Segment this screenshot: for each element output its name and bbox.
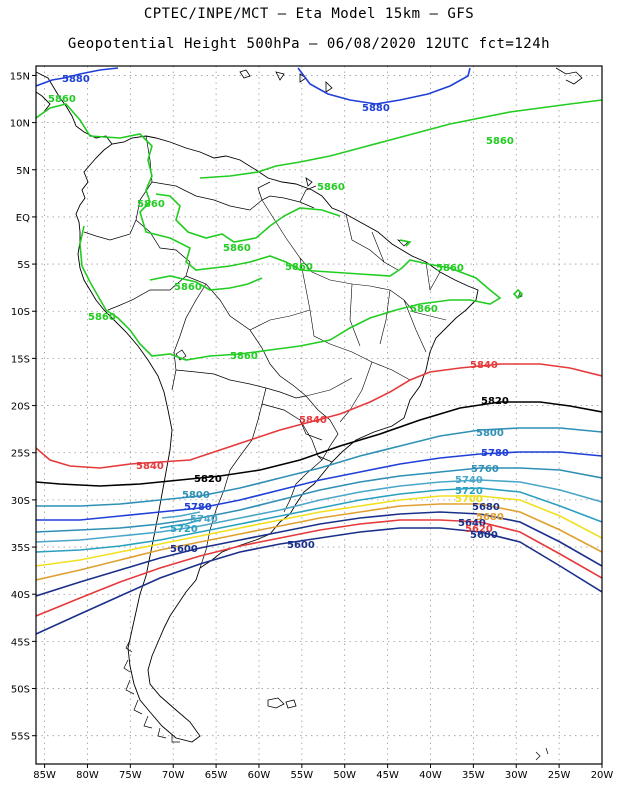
lat-tick-label: EQ (16, 213, 30, 224)
lat-lon-grid (36, 66, 603, 764)
lon-tick-label: 30W (505, 770, 528, 781)
lat-tick-label: 20S (11, 402, 30, 413)
contour-5780 (36, 451, 602, 521)
contour-5860-amazon (155, 193, 341, 243)
contour-label: 5860 (88, 312, 116, 323)
contour-label: 5820 (194, 474, 222, 485)
lon-tick-label: 40W (419, 770, 442, 781)
contour-label: 5640 (458, 518, 486, 529)
contour-label: 5860 (285, 262, 313, 273)
contour-5660 (36, 511, 602, 597)
contour-label: 5860 (230, 351, 258, 362)
chart-title-line1: CPTEC/INPE/MCT – Eta Model 15km – GFS (143, 6, 475, 22)
contour-labels: 5880 5880 5860 5860 5860 5860 5860 5860 … (48, 74, 514, 555)
chile-fjords (123, 639, 180, 743)
lat-tick-label: 5S (17, 260, 30, 271)
lat-tick-label: 10S (11, 307, 30, 318)
lon-tick-label: 50W (333, 770, 356, 781)
contour-label: 5820 (481, 396, 509, 407)
contour-label: 5860 (486, 136, 514, 147)
contour-label: 5760 (471, 464, 499, 475)
south-america-coastline (75, 135, 479, 743)
lon-tick-label: 65W (205, 770, 228, 781)
lat-tick-label: 45S (11, 637, 30, 648)
contour-5620 (36, 527, 602, 635)
lon-tick-label: 35W (462, 770, 485, 781)
contour-label: 5780 (184, 502, 212, 513)
lat-tick-label: 30S (11, 496, 30, 507)
lat-tick-label: 35S (11, 543, 30, 554)
contour-label: 5740 (190, 514, 218, 525)
contour-label: 5860 (48, 94, 76, 105)
lat-tick-label: 40S (11, 590, 30, 601)
lon-tick-label: 20W (591, 770, 614, 781)
contour-5680 (36, 503, 602, 581)
contour-5860-atlantic (199, 99, 602, 179)
lon-tick-label: 60W (248, 770, 271, 781)
contour-5880-north (36, 67, 119, 87)
contour-label: 5800 (476, 428, 504, 439)
lat-tick-label: 50S (11, 685, 30, 696)
map-frame (35, 65, 603, 765)
lat-tick-label: 25S (11, 449, 30, 460)
lon-tick-label: 80W (76, 770, 99, 781)
lat-tick-label: 5N (16, 166, 30, 177)
contour-label: 5780 (481, 448, 509, 459)
lon-tick-label: 75W (119, 770, 142, 781)
contour-label: 5840 (136, 461, 164, 472)
lat-tick-label: 55S (11, 732, 30, 743)
contour-label: 5680 (476, 512, 504, 523)
lon-tick-label: 25W (548, 770, 571, 781)
contour-5800 (36, 427, 602, 507)
contour-label: 5800 (182, 490, 210, 501)
contour-5860-north (36, 103, 502, 361)
contour-5640 (36, 519, 602, 617)
contour-label: 5860 (137, 199, 165, 210)
contour-label: 5880 (362, 103, 390, 114)
contour-5840 (36, 363, 602, 469)
contour-label: 5680 (472, 502, 500, 513)
contour-label: 5620 (465, 524, 493, 535)
contour-5880-atlantic (297, 67, 471, 105)
lon-tick-label: 45W (376, 770, 399, 781)
contour-lines (36, 67, 602, 635)
lat-tick-label: 15N (10, 71, 30, 82)
contour-label: 5740 (455, 475, 483, 486)
contour-label: 5860 (174, 282, 202, 293)
contour-label: 5860 (223, 243, 251, 254)
state-borders (249, 199, 447, 423)
contour-label: 5600 (470, 530, 498, 541)
chart-title-line2: Geopotential Height 500hPa – 06/08/2020 … (67, 36, 551, 52)
falkland-islands (267, 697, 297, 709)
contour-label: 5860 (436, 263, 464, 274)
contour-label: 5600 (287, 540, 315, 551)
contour-label: 5720 (170, 524, 198, 535)
contour-label: 5860 (317, 182, 345, 193)
contour-5760 (36, 467, 602, 533)
contour-label: 5840 (470, 360, 498, 371)
contour-label: 5720 (455, 486, 483, 497)
lon-tick-label: 85W (33, 770, 56, 781)
lon-tick-label: 70W (162, 770, 185, 781)
latitude-tick-labels: 15N 10N 5N EQ 5S 10S 15S 20S 25S 30S 35S 40S 45S 50S 5… (10, 71, 36, 743)
contour-5860-bolivia (149, 275, 263, 291)
contour-label: 5840 (299, 415, 327, 426)
contour-5820 (36, 401, 602, 487)
contour-5740 (36, 479, 602, 543)
contour-label: 5600 (170, 544, 198, 555)
coastline-borders (36, 67, 583, 761)
contour-label: 5880 (62, 74, 90, 85)
contour-label: 5860 (410, 304, 438, 315)
longitude-tick-labels: 85W 80W 75W 70W 65W 60W 55W 50W 45W 40W 35W 30W 25W 2… (33, 764, 613, 781)
contour-label: 5700 (455, 494, 483, 505)
country-borders (83, 135, 339, 569)
lon-tick-label: 55W (291, 770, 314, 781)
contour-5700 (36, 495, 602, 567)
lat-tick-label: 15S (11, 354, 30, 365)
lat-tick-label: 10N (10, 119, 30, 130)
contour-5720 (36, 487, 602, 553)
caribbean-islands (239, 67, 583, 187)
